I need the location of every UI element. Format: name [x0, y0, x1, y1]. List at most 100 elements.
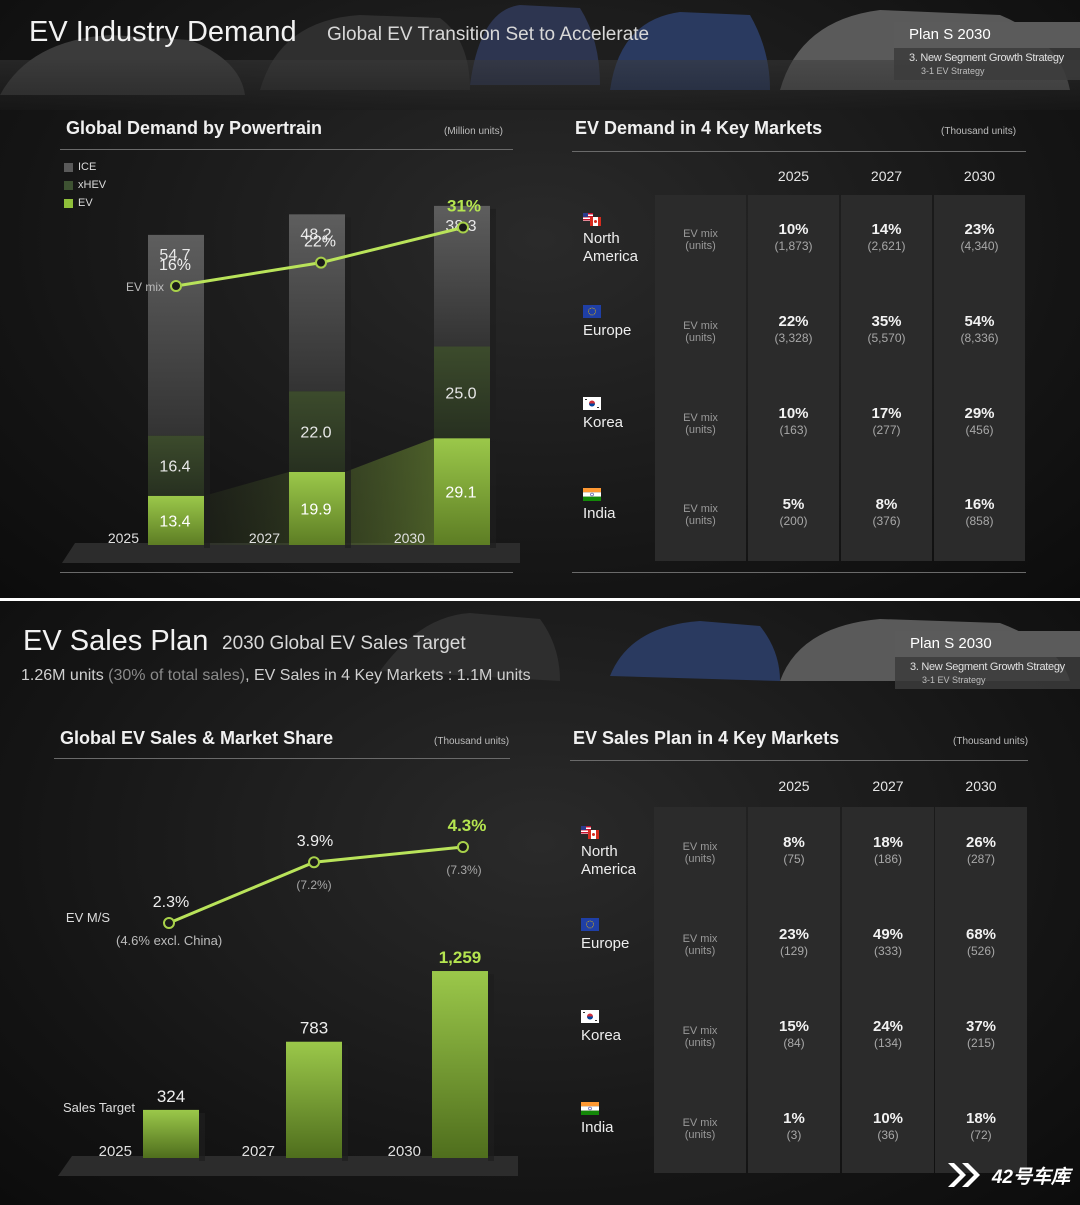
cell-units: (5,570): [867, 331, 906, 345]
chart-unit: (Thousand units): [434, 736, 510, 747]
slide-ev-sales-plan: EV Sales Plan 2030 Global EV Sales Targe…: [0, 601, 1080, 1205]
table-unit: (Thousand units): [953, 736, 1029, 747]
table-cell: 22% (3,328): [748, 313, 840, 345]
slide-summary: 1.26M units (30% of total sales), EV Sal…: [21, 667, 531, 685]
cell-units: (163): [779, 423, 808, 437]
bar-side-xhev-2030: [490, 349, 496, 442]
chart-floor: [62, 543, 520, 563]
ev-mix-row-label: EV mix (units): [655, 1025, 745, 1049]
data-label-ev-sales-2030: 1,259: [439, 948, 482, 967]
units-text: (units): [685, 332, 716, 344]
summary-key-markets: , EV Sales in 4 Key Markets : 1.1M units: [245, 667, 531, 684]
ev-mix-label-2027: 22%: [304, 234, 336, 251]
plan-title: Plan S 2030: [894, 22, 1080, 48]
market-label-india: India: [581, 1102, 614, 1137]
table-cell: 17% (277): [841, 405, 933, 437]
ev-mix-text: EV mix: [682, 841, 718, 853]
cell-ev-mix: 10%: [872, 1110, 904, 1127]
data-label-ev-2027: 19.9: [300, 501, 331, 518]
cell-units: (376): [872, 514, 901, 528]
market-name: Korea: [581, 1027, 622, 1044]
table-cell: 8% (75): [748, 834, 840, 866]
table-cell: 23% (4,340): [934, 221, 1026, 253]
ev-ms-point-2027: [308, 856, 320, 869]
watermark-text: 42号车库: [991, 1166, 1070, 1188]
ev-mix-row-label: EV mix (units): [655, 1117, 745, 1141]
ev-mix-label-2025: 16%: [159, 257, 191, 274]
table-cell: 8% (376): [841, 496, 933, 528]
legend-item-ev: EV: [64, 194, 106, 212]
bar-ev-sales-2025: [143, 1109, 199, 1158]
slide-subtitle: 2030 Global EV Sales Target: [222, 633, 466, 654]
ev-ms-note-2027: (7.2%): [296, 878, 331, 892]
cell-units: (72): [970, 1128, 992, 1142]
ev-ms-label-2025: 2.3%: [153, 894, 189, 911]
ev-mix-label-2030: 31%: [447, 197, 481, 216]
market-name: North: [581, 843, 618, 860]
cell-ev-mix: 23%: [778, 926, 810, 943]
cell-units: (4,340): [960, 239, 999, 253]
table-cell: 18% (72): [935, 1110, 1027, 1142]
table-column-bg: [842, 807, 934, 1173]
units-text: (units): [684, 1129, 716, 1141]
table-cell: 23% (129): [748, 926, 840, 958]
table-unit: (Thousand units): [941, 126, 1017, 137]
cell-units: (526): [966, 944, 995, 958]
market-name: India: [581, 1119, 614, 1136]
ev-mix-text: EV mix: [683, 228, 718, 240]
table-cell: 5% (200): [748, 496, 840, 528]
legend-swatch-ev: [64, 198, 73, 208]
slide-ev-industry-demand: EV Industry Demand Global EV Transition …: [0, 0, 1080, 598]
divider: [54, 758, 510, 759]
table-column-bg: [654, 807, 746, 1173]
ev-mix-row-label: EV mix (units): [656, 228, 746, 252]
india-flag-icon: [581, 1102, 614, 1115]
units-text: (units): [685, 240, 716, 252]
cell-ev-mix: 18%: [965, 1110, 997, 1127]
cell-ev-mix: 8%: [875, 496, 898, 513]
korea-flag-icon: [583, 397, 623, 410]
bar-side-ice-2027: [345, 217, 351, 395]
bar-side-ev-2030: [490, 441, 496, 548]
bar-side-ev-sales-2030: [488, 974, 494, 1161]
cell-units: (287): [966, 852, 995, 866]
ev-mix-series-label: EV mix: [126, 280, 164, 294]
ev-mix-row-label: EV mix (units): [655, 933, 745, 957]
background-cars-image: [0, 5, 1080, 110]
table-cell: 10% (36): [842, 1110, 934, 1142]
ev-mix-point-2027: [315, 256, 327, 269]
units-text: (units): [684, 1037, 716, 1049]
cell-ev-mix: 26%: [965, 834, 997, 851]
cell-units: (84): [783, 1036, 805, 1050]
market-label-india: India: [583, 488, 616, 523]
us-canada-flag-icon: [581, 826, 636, 839]
cell-units: (2,621): [867, 239, 906, 253]
ev-ms-point-2030: [457, 841, 469, 853]
ev-mix-row-label: EV mix (units): [656, 320, 746, 344]
table-cell: 10% (163): [748, 405, 840, 437]
bar-side-xhev-2027: [345, 394, 351, 475]
table-cell: 10% (1,873): [748, 221, 840, 253]
chart-legend: ICE xHEV EV: [64, 158, 106, 212]
chart-title: Global EV Sales & Market Share: [60, 728, 334, 748]
ev-mix-point-2030: [457, 221, 469, 234]
india-flag-icon: [583, 488, 616, 501]
chart-title: Global Demand by Powertrain: [66, 118, 323, 138]
table-cell: 14% (2,621): [841, 221, 933, 253]
bar-xhev-2030: [434, 346, 490, 439]
cell-ev-mix: 29%: [964, 405, 995, 422]
cell-units: (277): [872, 423, 901, 437]
table-cell: 18% (186): [842, 834, 934, 866]
sales-target-label: Sales Target: [63, 1100, 135, 1115]
cell-units: (186): [873, 852, 902, 866]
bar-side-ev-sales-2025: [199, 1112, 205, 1161]
market-name: Europe: [581, 935, 630, 952]
category-label-2030: 2030: [388, 1143, 421, 1160]
legend-label-ev: EV: [78, 197, 93, 209]
table-cell: 68% (526): [935, 926, 1027, 958]
summary-units: 1.26M units: [21, 667, 109, 684]
cell-ev-mix: 22%: [778, 313, 809, 330]
cell-ev-mix: 14%: [871, 221, 902, 238]
cell-ev-mix: 15%: [778, 1018, 810, 1035]
table-column-bg: [841, 195, 932, 561]
